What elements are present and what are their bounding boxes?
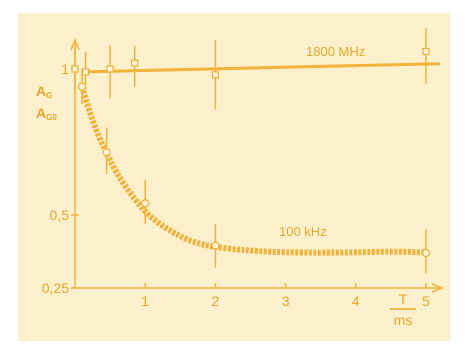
y-tick-label: 0,5 bbox=[50, 207, 70, 223]
data-point-circle bbox=[77, 82, 87, 91]
x-tick-label: 5 bbox=[422, 293, 430, 309]
x-tick-label: 1 bbox=[141, 293, 149, 309]
x-axis-label-denominator: ms bbox=[394, 312, 413, 328]
y-tick-label: 1 bbox=[61, 61, 69, 77]
data-point-circle bbox=[102, 148, 111, 157]
x-axis-arrow bbox=[431, 283, 445, 293]
data-point-square bbox=[106, 65, 114, 73]
data-point-square bbox=[131, 59, 139, 67]
data-point-circle bbox=[141, 199, 150, 208]
curves bbox=[79, 62, 441, 256]
y-axis-label-bottom: AG0 bbox=[36, 105, 57, 122]
data-point-circle bbox=[421, 248, 431, 258]
y-axis-label-top: AG bbox=[36, 83, 52, 100]
data-points bbox=[71, 28, 431, 274]
series-curve-1 bbox=[79, 85, 427, 256]
y-tick-label: 0,25 bbox=[42, 280, 69, 296]
labels: 1800 MHz 100 kHz AG AG0 T ms bbox=[36, 44, 416, 328]
series-label-1800mhz: 1800 MHz bbox=[306, 44, 365, 59]
x-tick-label: 4 bbox=[352, 293, 360, 309]
series-label-100khz: 100 kHz bbox=[279, 224, 327, 239]
x-tick-label: 3 bbox=[282, 293, 290, 309]
data-point-circle bbox=[211, 241, 220, 250]
data-point-square bbox=[71, 65, 79, 73]
x-axis-label-numerator: T bbox=[399, 291, 408, 307]
x-tick-label: 2 bbox=[212, 293, 220, 309]
series-curve-0 bbox=[81, 62, 441, 74]
data-point-square bbox=[211, 71, 220, 79]
y-axis-arrow bbox=[70, 37, 80, 51]
axes: 1 2 3 4 5 1 0,5 0,25 bbox=[42, 37, 445, 309]
data-point-square bbox=[422, 47, 430, 56]
data-point-square bbox=[81, 68, 90, 76]
